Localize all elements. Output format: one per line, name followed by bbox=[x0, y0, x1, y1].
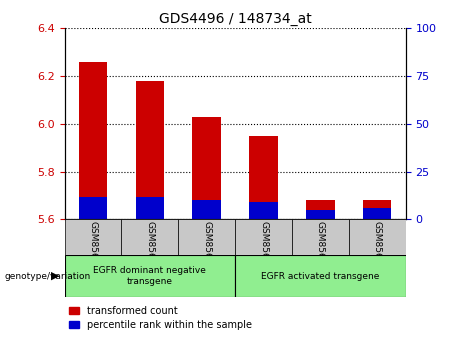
Bar bbox=[292, 219, 349, 255]
Bar bbox=[121, 219, 178, 255]
Bar bbox=[79, 62, 107, 219]
Text: genotype/variation: genotype/variation bbox=[5, 272, 91, 281]
Title: GDS4496 / 148734_at: GDS4496 / 148734_at bbox=[159, 12, 312, 26]
Text: EGFR activated transgene: EGFR activated transgene bbox=[261, 272, 379, 281]
Bar bbox=[65, 255, 235, 297]
Bar bbox=[235, 219, 292, 255]
Text: GSM856797: GSM856797 bbox=[373, 221, 382, 276]
Bar bbox=[178, 219, 235, 255]
Bar bbox=[65, 219, 121, 255]
Bar bbox=[306, 200, 335, 219]
Bar bbox=[349, 219, 406, 255]
Bar bbox=[136, 81, 164, 219]
Text: EGFR dominant negative
transgene: EGFR dominant negative transgene bbox=[94, 267, 206, 286]
Bar bbox=[249, 136, 278, 219]
Text: GSM856795: GSM856795 bbox=[259, 221, 268, 276]
Bar bbox=[235, 255, 406, 297]
Bar bbox=[193, 200, 221, 219]
Legend: transformed count, percentile rank within the sample: transformed count, percentile rank withi… bbox=[70, 306, 252, 330]
Bar bbox=[79, 196, 107, 219]
Text: GSM856796: GSM856796 bbox=[316, 221, 325, 276]
Bar bbox=[136, 196, 164, 219]
Bar bbox=[306, 210, 335, 219]
Bar bbox=[363, 208, 391, 219]
Bar bbox=[249, 202, 278, 219]
Text: GSM856794: GSM856794 bbox=[202, 221, 211, 276]
Text: GSM856793: GSM856793 bbox=[145, 221, 154, 276]
Bar bbox=[193, 117, 221, 219]
Bar bbox=[363, 200, 391, 219]
Text: ▶: ▶ bbox=[52, 271, 60, 281]
Text: GSM856792: GSM856792 bbox=[89, 221, 97, 276]
